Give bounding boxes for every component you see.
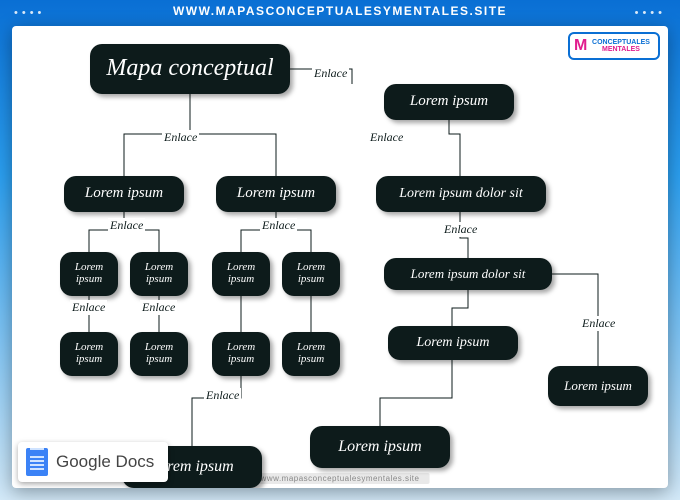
edge-label: Enlace <box>108 218 145 233</box>
diagram-canvas: M CONCEPTUALES MENTALES www.mapasconcept… <box>12 26 668 488</box>
node-n14: Lorem ipsum <box>388 326 518 360</box>
edge-label: Enlace <box>312 66 349 81</box>
node-n2: Lorem ipsum <box>64 176 184 212</box>
node-n1: Lorem ipsum <box>384 84 514 120</box>
brand-line2: MENTALES <box>602 46 640 53</box>
edge-label: Enlace <box>580 316 617 331</box>
edge-label: Enlace <box>140 300 177 315</box>
node-n4: Lorem ipsum dolor sit <box>376 176 546 212</box>
node-n9: Lorem ipsum dolor sit <box>384 258 552 290</box>
node-n7: Lorem ipsum <box>212 252 270 296</box>
footer-credit: www.mapasconceptualesymentales.site <box>251 473 430 484</box>
gdocs-icon <box>26 448 48 476</box>
page-header-url: WWW.MAPASCONCEPTUALESYMENTALES.SITE <box>0 4 680 18</box>
node-n3: Lorem ipsum <box>216 176 336 212</box>
edge-label: Enlace <box>442 222 479 237</box>
brand-badge: M CONCEPTUALES MENTALES <box>568 32 660 60</box>
node-n11: Lorem ipsum <box>130 332 188 376</box>
node-n5: Lorem ipsum <box>60 252 118 296</box>
brand-m-icon: M <box>574 38 587 54</box>
google-docs-badge: Google Docs <box>18 442 168 482</box>
node-n8: Lorem ipsum <box>282 252 340 296</box>
node-n13: Lorem ipsum <box>282 332 340 376</box>
gdocs-label: Google Docs <box>56 452 154 472</box>
node-n12: Lorem ipsum <box>212 332 270 376</box>
node-root: Mapa conceptual <box>90 44 290 94</box>
node-n10: Lorem ipsum <box>60 332 118 376</box>
node-n6: Lorem ipsum <box>130 252 188 296</box>
brand-line1: CONCEPTUALES <box>592 39 650 46</box>
node-n16: Lorem ipsum <box>310 426 450 468</box>
node-n15: Lorem ipsum <box>548 366 648 406</box>
edge-label: Enlace <box>204 388 241 403</box>
edge-label: Enlace <box>368 130 405 145</box>
edge-label: Enlace <box>70 300 107 315</box>
edge-label: Enlace <box>162 130 199 145</box>
edge-label: Enlace <box>260 218 297 233</box>
